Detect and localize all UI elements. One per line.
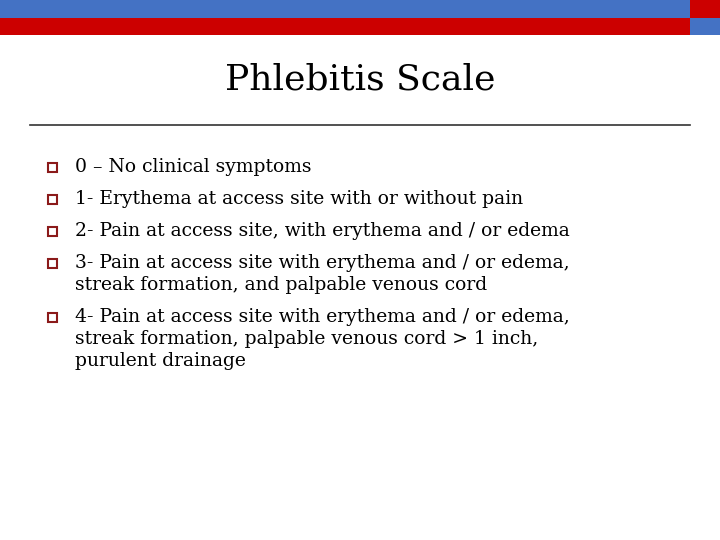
Text: 4- Pain at access site with erythema and / or edema,: 4- Pain at access site with erythema and…	[75, 308, 570, 326]
Bar	[0, 18, 720, 35]
Bar	[690, 18, 720, 35]
Bar	[0, 0, 720, 18]
Bar	[48, 259, 56, 267]
Bar	[48, 313, 56, 321]
Text: Phlebitis Scale: Phlebitis Scale	[225, 63, 495, 97]
Bar	[48, 226, 56, 235]
Bar	[690, 0, 720, 18]
Text: 2- Pain at access site, with erythema and / or edema: 2- Pain at access site, with erythema an…	[75, 222, 570, 240]
Bar	[48, 194, 56, 204]
Bar	[48, 163, 56, 172]
Text: 1- Erythema at access site with or without pain: 1- Erythema at access site with or witho…	[75, 190, 523, 208]
Text: 0 – No clinical symptoms: 0 – No clinical symptoms	[75, 158, 312, 176]
Text: purulent drainage: purulent drainage	[75, 352, 246, 370]
Text: streak formation, palpable venous cord > 1 inch,: streak formation, palpable venous cord >…	[75, 330, 539, 348]
Text: 3- Pain at access site with erythema and / or edema,: 3- Pain at access site with erythema and…	[75, 254, 570, 272]
Text: streak formation, and palpable venous cord: streak formation, and palpable venous co…	[75, 276, 487, 294]
